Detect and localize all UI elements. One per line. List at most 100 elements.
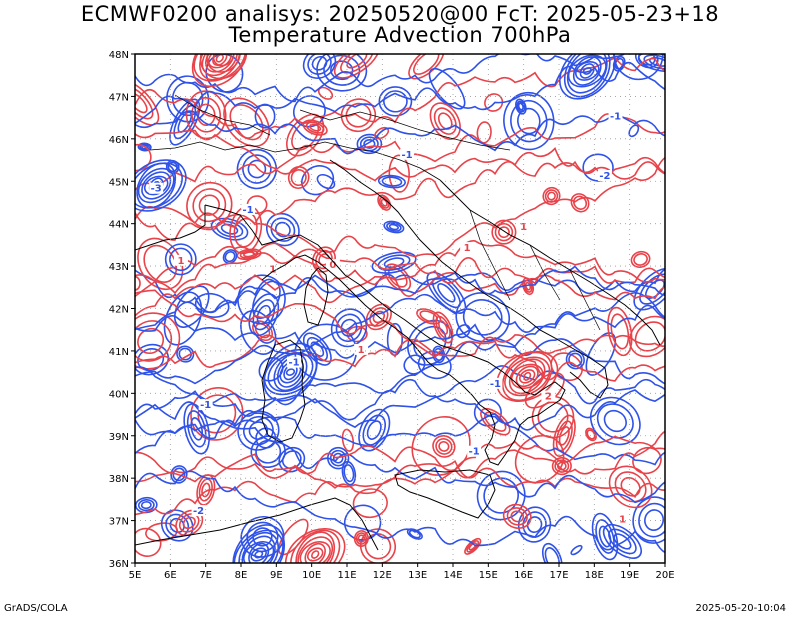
contour-line	[517, 102, 524, 111]
contour-label: -3	[151, 184, 162, 195]
contour-line	[327, 446, 350, 470]
contour-label: -1	[402, 150, 413, 161]
contour-label-bg	[467, 445, 482, 457]
contour-line	[413, 54, 440, 75]
contour-line	[608, 465, 653, 509]
lon-tick-label: 12E	[373, 570, 392, 581]
contour-label: 1	[177, 256, 184, 267]
contour-line	[496, 350, 559, 402]
contour-line	[284, 528, 346, 563]
contour-line	[510, 363, 544, 390]
contour-label: 2	[545, 392, 552, 403]
contour-line	[432, 311, 454, 344]
contour-line	[135, 265, 665, 331]
contour-line	[573, 195, 588, 210]
contour-line	[476, 470, 526, 521]
alpine-borders	[149, 141, 441, 181]
contour-line	[491, 219, 517, 245]
lon-tick-label: 20E	[655, 570, 674, 581]
contour-label: -2	[193, 506, 204, 517]
contour-line	[516, 100, 526, 113]
contour-line	[311, 55, 328, 71]
contour-line	[480, 407, 511, 436]
contour-line	[643, 54, 665, 70]
contour-line	[178, 513, 200, 533]
contour-line	[602, 523, 643, 559]
contour-line	[194, 292, 230, 318]
contour-label: 1	[358, 345, 365, 356]
contour-line	[558, 426, 570, 446]
contour-line	[519, 369, 536, 384]
contour-line	[143, 244, 178, 283]
contour-line	[178, 347, 192, 361]
contour-line	[135, 365, 665, 455]
contour-line	[341, 428, 355, 452]
lon-tick-label: 14E	[443, 570, 462, 581]
contour-line	[223, 97, 270, 148]
lat-tick-label: 46N	[109, 135, 129, 146]
contour-line	[167, 161, 178, 173]
contour-line	[644, 509, 665, 532]
contour-line	[135, 162, 183, 209]
contour-line	[510, 510, 525, 523]
contour-line	[503, 91, 555, 151]
footer-timestamp: 2025-05-20-10:04	[695, 603, 786, 614]
contour-line	[566, 54, 608, 94]
contour-label: -1	[490, 379, 501, 390]
contour-line	[357, 534, 366, 543]
contour-line	[608, 528, 637, 555]
corsica-coastline	[303, 267, 329, 326]
lat-tick-label: 36N	[109, 559, 129, 570]
contour-line	[135, 86, 154, 120]
contour-line	[552, 414, 576, 458]
graticule	[135, 54, 665, 563]
contour-line	[295, 531, 336, 563]
contour-line	[384, 263, 412, 292]
contour-line	[628, 124, 640, 138]
contour-line	[182, 516, 196, 530]
contour-line	[306, 547, 324, 562]
contour-line	[163, 291, 203, 346]
contour-line	[341, 460, 357, 486]
contour-label: -1	[610, 112, 621, 123]
lon-tick-label: 10E	[302, 570, 321, 581]
sardinia-coastline	[261, 339, 306, 443]
contour-label-bg	[149, 182, 164, 194]
contour-label-bg	[191, 505, 206, 517]
contour-line	[191, 54, 248, 88]
contour-line	[411, 416, 471, 476]
contour-line	[362, 414, 387, 446]
contour-line	[135, 412, 665, 466]
lat-tick-label: 37N	[109, 517, 129, 528]
central-europe-borders	[174, 94, 511, 151]
footer-software-label: GrADS/COLA	[4, 603, 68, 614]
contour-line	[468, 542, 477, 551]
contour-line	[438, 319, 449, 335]
contour-line	[508, 358, 546, 395]
contour-line	[316, 54, 368, 92]
contour-line	[582, 67, 592, 75]
contour-line	[432, 435, 456, 458]
contour-line	[506, 507, 528, 526]
contour-line	[614, 471, 647, 503]
sicily-coastline	[394, 469, 496, 519]
contour-line	[305, 121, 325, 134]
lon-tick-label: 18E	[585, 570, 604, 581]
contour-label-bg	[354, 343, 369, 355]
contour-line	[250, 547, 267, 562]
axis-layer: 5E 6E 7E 8E 9E 10E 11E 12E 13E 14E 15E 16E 17E 18E 19E…	[109, 50, 675, 581]
contour-line	[183, 403, 210, 455]
contour-label-bg	[400, 148, 415, 160]
lon-tick-label: 13E	[408, 570, 427, 581]
contour-line	[589, 396, 641, 446]
contour-line	[215, 54, 224, 63]
contour-line	[352, 488, 388, 519]
contour-line	[356, 133, 383, 155]
contour-line	[169, 98, 201, 146]
italy-east-coast	[329, 159, 609, 399]
contour-line	[185, 90, 227, 140]
contour-line	[191, 96, 222, 133]
chart-title: ECMWF0200 analisys: 20250520@00 FcT: 202…	[80, 2, 720, 26]
contour-line	[176, 345, 195, 363]
contour-line	[316, 173, 336, 190]
